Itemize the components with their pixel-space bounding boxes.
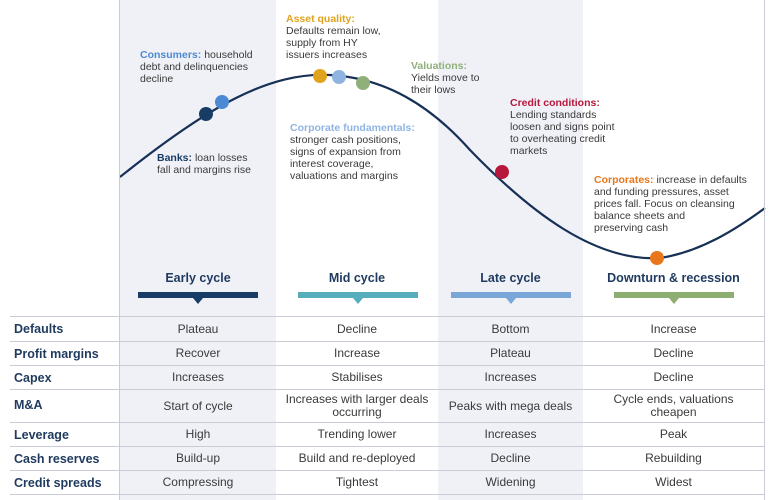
- row-divider: [10, 446, 765, 447]
- banks-marker: [199, 107, 213, 121]
- table-cell: Increases: [484, 370, 537, 384]
- row-divider: [10, 316, 765, 317]
- phase-early-arrow: [193, 298, 203, 304]
- table-cell: Trending lower: [317, 427, 397, 441]
- table-cell: Widening: [485, 475, 536, 489]
- annotation-credit-conditions: Credit conditions: Lending standards loo…: [510, 97, 615, 157]
- row-label-profit-margins: Profit margins: [14, 347, 99, 361]
- table-cell: Increases: [171, 370, 225, 384]
- table-cell: Build and re-deployed: [298, 451, 416, 465]
- cycle-curve: [119, 73, 766, 260]
- annotation-corporates: Corporates: increase in defaults and fun…: [594, 174, 747, 234]
- row-divider: [10, 365, 765, 366]
- table-cell: Stabilises: [331, 370, 383, 384]
- consumers-marker: [215, 95, 229, 109]
- asset-quality-marker: [313, 69, 327, 83]
- table-cell: Increase: [333, 346, 381, 360]
- phase-downturn-arrow: [669, 298, 679, 304]
- phase-early-cycle: Early cycle: [165, 271, 231, 285]
- table-cell: Peak: [659, 427, 688, 441]
- table-cell: Start of cycle: [163, 398, 233, 413]
- phase-mid-cycle: Mid cycle: [328, 271, 386, 285]
- row-divider: [10, 494, 765, 495]
- row-divider: [10, 389, 765, 390]
- table-cell: Increases: [484, 427, 537, 441]
- table-cell: Decline: [490, 451, 531, 465]
- table-cell: Plateau: [490, 346, 531, 360]
- table-cell: Recover: [175, 346, 221, 360]
- corporates-marker: [650, 251, 664, 265]
- table-cell: Increases with larger deals occurring: [285, 392, 429, 419]
- row-divider: [10, 422, 765, 423]
- table-cell: Tightest: [335, 475, 379, 489]
- row-divider: [10, 470, 765, 471]
- table-cell: Compressing: [162, 475, 234, 489]
- row-label-capex: Capex: [14, 371, 52, 385]
- phase-late-cycle: Late cycle: [480, 271, 541, 285]
- table-cell: Decline: [653, 346, 694, 360]
- corporate-fundamentals-marker: [332, 70, 346, 84]
- phase-downturn-recession: Downturn & recession: [607, 271, 740, 285]
- phase-mid-bar: [298, 292, 418, 298]
- table-cell: Cycle ends, valuations cheapen: [613, 392, 734, 419]
- credit-conditions-marker: [495, 165, 509, 179]
- table-cell: Build-up: [175, 451, 221, 465]
- row-label-m-and-a: M&A: [14, 398, 43, 412]
- phase-downturn-bar: [614, 292, 734, 298]
- late-cycle-band: [438, 0, 583, 500]
- valuations-marker: [356, 76, 370, 90]
- table-cell: High: [185, 427, 211, 441]
- annotation-banks: Banks: loan losses fall and margins rise: [157, 152, 251, 176]
- column-divider: [119, 0, 120, 500]
- phase-late-arrow: [506, 298, 516, 304]
- table-cell: Widest: [655, 475, 692, 489]
- table-cell: Peaks with mega deals: [448, 398, 573, 413]
- phase-late-bar: [451, 292, 571, 298]
- phase-mid-arrow: [353, 298, 363, 304]
- table-cell: Plateau: [177, 321, 219, 336]
- annotation-consumers: Consumers: household debt and delinquenc…: [140, 49, 253, 85]
- table-cell: Decline: [336, 321, 378, 336]
- table-cell: Bottom: [491, 321, 530, 336]
- row-label-defaults: Defaults: [14, 322, 64, 336]
- annotation-corporate-fundamentals: Corporate fundamentals: stronger cash po…: [290, 122, 415, 182]
- row-label-credit-spreads: Credit spreads: [14, 476, 102, 490]
- row-label-leverage: Leverage: [14, 428, 69, 442]
- early-cycle-band: [120, 0, 276, 500]
- annotation-asset-quality: Asset quality: Defaults remain low, supp…: [286, 13, 381, 61]
- annotation-valuations: Valuations: Yields move to their lows: [411, 60, 480, 96]
- table-cell: Increase: [650, 321, 697, 336]
- row-label-cash-reserves: Cash reserves: [14, 452, 100, 466]
- row-divider: [10, 341, 765, 342]
- table-cell: Decline: [653, 370, 694, 384]
- table-cell: Rebuilding: [645, 451, 702, 465]
- column-divider: [764, 0, 765, 500]
- phase-early-bar: [138, 292, 258, 298]
